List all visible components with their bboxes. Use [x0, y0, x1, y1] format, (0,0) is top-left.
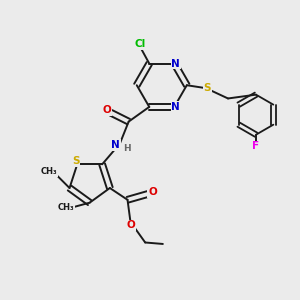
Text: F: F — [252, 142, 260, 152]
Text: N: N — [171, 58, 180, 68]
Text: O: O — [126, 220, 135, 230]
Text: S: S — [72, 156, 80, 167]
Text: CH₃: CH₃ — [40, 167, 57, 176]
Text: N: N — [171, 102, 180, 112]
Text: Cl: Cl — [135, 39, 146, 50]
Text: CH₃: CH₃ — [58, 202, 74, 211]
Text: O: O — [148, 188, 157, 197]
Text: H: H — [123, 144, 131, 153]
Text: O: O — [102, 105, 111, 115]
Text: S: S — [204, 83, 211, 93]
Text: N: N — [111, 140, 120, 150]
